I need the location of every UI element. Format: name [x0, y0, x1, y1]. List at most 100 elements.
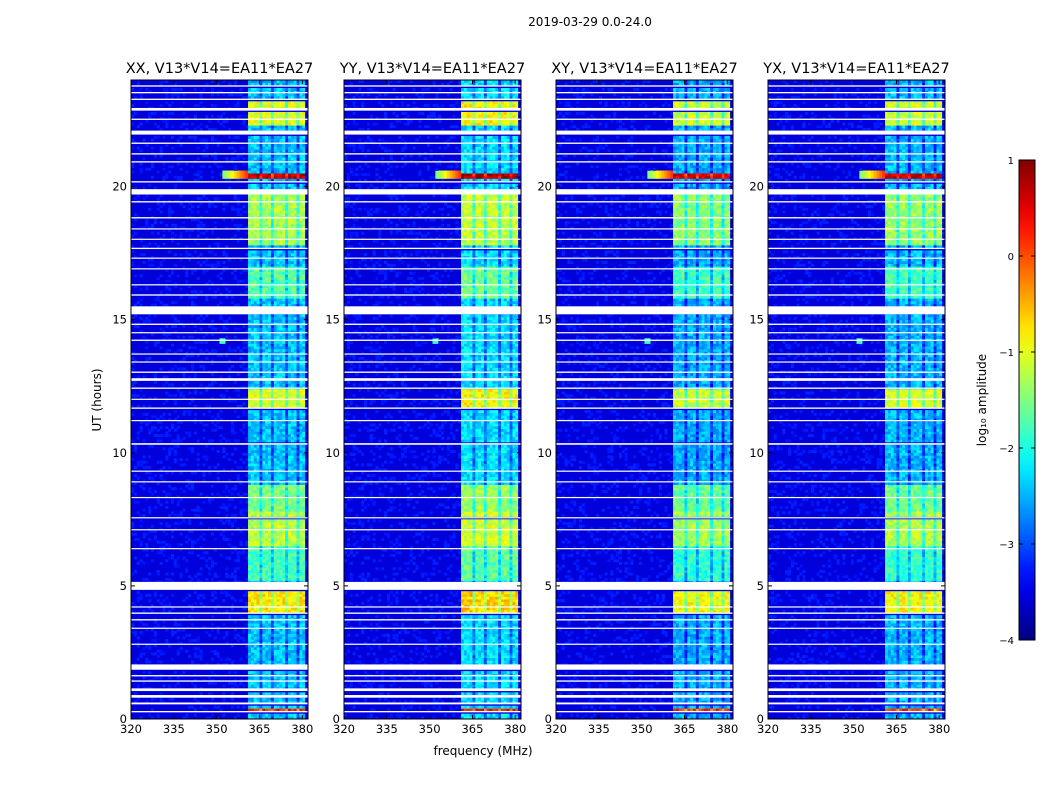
flagged-row: [344, 91, 521, 94]
y-tick-label: 5: [333, 579, 340, 593]
flagged-row: [344, 548, 521, 550]
flagged-row: [768, 606, 945, 608]
flagged-row: [768, 284, 945, 286]
flagged-row: [556, 581, 733, 590]
flagged-row: [131, 619, 308, 621]
panel-image: [768, 80, 945, 719]
flagged-row: [344, 306, 521, 315]
flagged-row: [131, 581, 308, 590]
flagged-row: [556, 118, 733, 120]
flagged-row: [344, 257, 521, 259]
flagged-row: [131, 217, 308, 219]
flagged-row: [131, 675, 308, 677]
flagged-row: [768, 118, 945, 120]
x-tick-label: 365: [673, 722, 695, 736]
flagged-row: [131, 353, 308, 355]
flagged-row: [768, 217, 945, 219]
panel-title: XY, V13*V14=EA11*EA27: [551, 61, 737, 77]
panel-image: [556, 80, 733, 719]
flagged-row: [344, 189, 521, 195]
flagged-row: [344, 664, 521, 670]
flagged-row: [768, 688, 945, 692]
flagged-row: [768, 619, 945, 621]
flagged-row: [344, 284, 521, 286]
flagged-row: [344, 443, 521, 445]
flagged-row: [131, 284, 308, 286]
panel-title: XX, V13*V14=EA11*EA27: [126, 61, 314, 77]
flagged-row: [768, 529, 945, 531]
flagged-row: [768, 548, 945, 550]
flagged-row: [768, 711, 945, 713]
x-tick-label: 350: [631, 722, 653, 736]
flagged-row: [344, 680, 521, 682]
colorbar-tick-label: −1: [999, 348, 1014, 359]
flagged-row: [768, 443, 945, 445]
flagged-row: [344, 702, 521, 705]
flagged-row: [556, 517, 733, 519]
flagged-row: [344, 247, 521, 250]
flagged-row: [768, 189, 945, 195]
y-tick-label: 10: [749, 446, 764, 460]
flagged-row: [344, 217, 521, 219]
x-tick-label: 365: [885, 722, 907, 736]
flagged-row: [131, 257, 308, 259]
x-tick-label: 320: [757, 722, 779, 736]
x-tick-label: 320: [120, 722, 142, 736]
x-tick-label: 350: [206, 722, 228, 736]
flagged-row: [768, 361, 945, 363]
flagged-row: [556, 228, 733, 230]
colorbar-tick-label: −2: [999, 444, 1014, 455]
y-tick-label: 5: [545, 579, 552, 593]
y-tick-label: 20: [749, 180, 764, 194]
flagged-row: [556, 675, 733, 677]
flagged-row: [556, 398, 733, 400]
flagged-row: [131, 268, 308, 270]
flagged-row: [344, 238, 521, 240]
flagged-row: [344, 201, 521, 203]
flagged-row: [556, 420, 733, 422]
flagged-row: [556, 98, 733, 100]
flagged-row: [131, 142, 308, 144]
flagged-row: [131, 361, 308, 363]
panel-frame: [130, 79, 309, 720]
flagged-row: [556, 85, 733, 87]
flagged-row: [768, 332, 945, 334]
flagged-row: [556, 361, 733, 363]
y-tick-label: 20: [537, 180, 552, 194]
colorbar-tick-label: −4: [999, 636, 1014, 647]
colorbar-tick-label: 1: [1008, 156, 1014, 167]
flagged-row: [768, 91, 945, 94]
colorbar-tick-label: 0: [1008, 252, 1014, 263]
flagged-row: [768, 339, 945, 341]
flagged-row: [768, 142, 945, 144]
flagged-row: [556, 470, 733, 472]
flagged-row: [768, 371, 945, 373]
flagged-row: [344, 85, 521, 87]
flagged-row: [131, 130, 308, 135]
flagged-row: [131, 153, 308, 155]
flagged-row: [768, 695, 945, 698]
flagged-row: [556, 643, 733, 645]
flagged-row: [556, 323, 733, 325]
flagged-row: [131, 702, 308, 705]
x-tick-label: 335: [376, 722, 398, 736]
flagged-row: [344, 107, 521, 111]
flagged-row: [556, 201, 733, 203]
flagged-row: [344, 161, 521, 163]
flagged-row: [556, 371, 733, 373]
panel-3: XY, V13*V14=EA11*EA27 320 335 350 365 380 0 5 10…: [537, 61, 738, 736]
y-axis-label: UT (hours): [90, 368, 104, 431]
flagged-row: [131, 98, 308, 100]
colorbar-gradient: [1018, 159, 1036, 641]
flagged-row: [131, 91, 308, 94]
flagged-row: [556, 247, 733, 250]
flagged-row: [131, 107, 308, 111]
colorbar-label: log₁₀ amplitude: [975, 354, 989, 446]
flagged-row: [131, 398, 308, 400]
flagged-row: [131, 496, 308, 499]
x-tick-label: 365: [248, 722, 270, 736]
panels: XX, V13*V14=EA11*EA27 320 335 350 365 380 0 5 10…: [112, 61, 950, 736]
flagged-row: [131, 306, 308, 315]
flagged-row: [768, 228, 945, 230]
flagged-row: [556, 481, 733, 483]
